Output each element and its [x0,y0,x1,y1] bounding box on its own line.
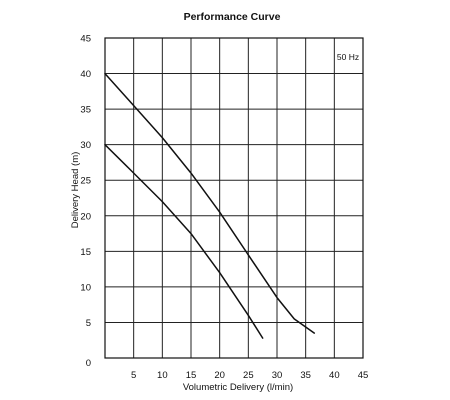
y-tick-label: 15 [80,247,91,258]
grid [104,37,364,359]
series-group [104,72,316,339]
series-line-2 [104,143,264,339]
x-tick-label: 15 [186,370,197,381]
x-tick-label: 20 [214,370,225,381]
chart-title: Performance Curve [184,11,281,23]
plot-frame [104,37,364,359]
x-tick-label: 10 [157,370,168,381]
y-tick-label: 10 [80,282,91,293]
y-axis-label: Delivery Head (m) [70,152,81,229]
frequency-annotation: 50 Hz [337,52,359,62]
x-tick-label: 5 [131,370,136,381]
x-tick-label: 40 [329,370,340,381]
series-line-1 [104,72,316,334]
y-tick-label: 20 [80,211,91,222]
x-tick-label: 30 [272,370,283,381]
y-tick-label: 45 [80,34,91,45]
x-axis-label: Volumetric Delivery (l/min) [183,382,293,393]
y-tick-label: 35 [80,105,91,116]
x-tick-label: 25 [243,370,254,381]
y-tick-label: 25 [80,176,91,187]
x-tick-label: 35 [300,370,311,381]
x-tick-label: 45 [358,370,369,381]
y-tick-label: 30 [80,140,91,151]
y-tick-label: 0 [86,358,91,369]
tick-labels: 5 10 15 20 25 30 35 40 45 0 5 10 15 20 25 30 35 40 45 [80,34,368,382]
y-tick-label: 5 [86,318,91,329]
y-tick-label: 40 [80,69,91,80]
